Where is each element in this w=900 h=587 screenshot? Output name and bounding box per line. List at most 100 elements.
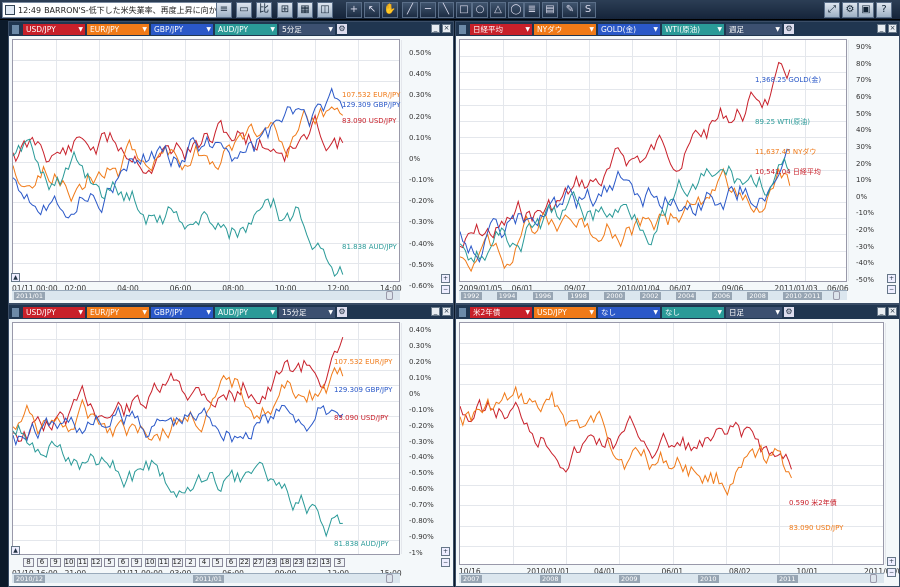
crosshair-icon[interactable]: + xyxy=(346,2,362,18)
date-jump-button[interactable]: 2 xyxy=(185,558,196,567)
series-select-tab[interactable]: GOLD(金) ▼ xyxy=(598,23,660,35)
scroll-up-icon[interactable]: ▲ xyxy=(11,273,20,282)
date-jump-button[interactable]: 12 xyxy=(306,558,318,567)
date-jump-button[interactable]: 13 xyxy=(320,558,331,567)
date-jump-button[interactable]: 9 xyxy=(131,558,142,567)
series-select-tab[interactable]: 週足 ▼ xyxy=(726,23,782,35)
gear-icon[interactable]: ⚙ xyxy=(337,307,347,317)
minimize-icon[interactable]: _ xyxy=(431,24,440,33)
date-jump-button[interactable]: 23 xyxy=(266,558,277,567)
series-select-tab[interactable]: 15分足 ▼ xyxy=(279,306,335,318)
chart-plot-area[interactable] xyxy=(12,322,402,555)
layout-icon[interactable]: ⤢ xyxy=(824,2,840,18)
timeline-navigator[interactable]: 2011/01 xyxy=(12,290,400,300)
ray-icon[interactable]: ╲ xyxy=(438,2,454,18)
grid-icon[interactable]: ▦ xyxy=(297,2,313,18)
date-jump-button[interactable]: 12 xyxy=(171,558,183,567)
close-icon[interactable]: × xyxy=(442,24,451,33)
date-jump-button[interactable]: 10 xyxy=(144,558,156,567)
zoom-in-icon[interactable]: + xyxy=(441,274,450,283)
close-icon[interactable]: × xyxy=(888,24,897,33)
date-jump-button[interactable]: 27 xyxy=(252,558,264,567)
zoom-in-icon[interactable]: + xyxy=(441,547,450,556)
zoom-out-icon[interactable]: − xyxy=(441,285,450,294)
zoom-out-icon[interactable]: − xyxy=(887,285,896,294)
news-ticker[interactable]: 12:49 BARRON'S-低下した米失業率、再度上昇に向かう可能… xyxy=(2,2,226,18)
date-jump-button[interactable]: 8 xyxy=(23,558,34,567)
sell-icon[interactable]: S xyxy=(580,2,596,18)
minimize-icon[interactable]: _ xyxy=(877,307,886,316)
series-select-tab[interactable]: USD/JPY ▼ xyxy=(23,306,85,318)
fib-icon[interactable]: ≣ xyxy=(524,2,540,18)
series-select-tab[interactable]: EUR/JPY ▼ xyxy=(87,23,149,35)
ellipse-icon[interactable]: ◯ xyxy=(508,2,524,18)
panel-handle-icon[interactable] xyxy=(459,24,466,34)
news-list-icon[interactable]: ≡ xyxy=(216,2,232,18)
series-select-tab[interactable]: 日足 ▼ xyxy=(726,306,782,318)
chart-plot-area[interactable] xyxy=(12,39,402,282)
timeline-navigator[interactable]: 1992 1994 1996 1998 2000 2002 2004 2006 2008 2010… xyxy=(459,290,847,300)
series-select-tab[interactable]: 日経平均 ▼ xyxy=(470,23,532,35)
timeline-navigator[interactable]: 2007 2008 2009 2010 2011 xyxy=(459,573,884,583)
timeline-handle[interactable] xyxy=(833,291,840,300)
line-icon[interactable]: ╱ xyxy=(402,2,418,18)
series-select-tab[interactable]: EUR/JPY ▼ xyxy=(87,306,149,318)
series-select-tab[interactable]: 米2年債 ▼ xyxy=(470,306,532,318)
date-jump-button[interactable]: 6 xyxy=(117,558,129,567)
zoom-out-icon[interactable]: − xyxy=(887,568,896,577)
minimize-icon[interactable]: _ xyxy=(877,24,886,33)
minimize-icon[interactable]: _ xyxy=(431,307,440,316)
chart-plot-area[interactable] xyxy=(459,39,849,282)
window-icon[interactable]: ▭ xyxy=(236,2,252,18)
gear-icon[interactable]: ⚙ xyxy=(784,24,794,34)
series-select-tab[interactable]: AUD/JPY ▼ xyxy=(215,23,277,35)
channel-icon[interactable]: ▤ xyxy=(542,2,558,18)
date-jump-button[interactable]: 11 xyxy=(77,558,88,567)
date-jump-button[interactable]: 4 xyxy=(198,558,210,567)
date-jump-button[interactable]: 9 xyxy=(50,558,61,567)
pen-icon[interactable]: ✎ xyxy=(562,2,578,18)
timeline-handle[interactable] xyxy=(386,574,393,583)
help-icon[interactable]: ? xyxy=(876,2,892,18)
series-select-tab[interactable]: USD/JPY ▼ xyxy=(23,23,85,35)
zoom-in-icon[interactable]: + xyxy=(887,274,896,283)
panel-handle-icon[interactable] xyxy=(459,307,466,317)
series-select-tab[interactable]: AUD/JPY ▼ xyxy=(215,306,277,318)
gear-icon[interactable]: ⚙ xyxy=(784,307,794,317)
date-jump-button[interactable]: 23 xyxy=(293,558,304,567)
date-jump-button[interactable]: 6 xyxy=(225,558,237,567)
pointer-icon[interactable]: ↖ xyxy=(364,2,380,18)
rect-icon[interactable]: □ xyxy=(456,2,472,18)
zoom-in-icon[interactable]: + xyxy=(887,557,896,566)
zoom-out-icon[interactable]: − xyxy=(441,558,450,567)
panel-handle-icon[interactable] xyxy=(12,307,19,317)
date-jump-button[interactable]: 10 xyxy=(63,558,75,567)
date-jump-button[interactable]: 11 xyxy=(158,558,169,567)
panel-handle-icon[interactable] xyxy=(12,24,19,34)
close-icon[interactable]: × xyxy=(888,307,897,316)
date-jump-button[interactable]: 22 xyxy=(239,558,250,567)
hline-icon[interactable]: ─ xyxy=(420,2,436,18)
series-select-tab[interactable]: なし ▼ xyxy=(598,306,660,318)
zoom-icon[interactable]: ⊞ xyxy=(277,2,293,18)
timeline-navigator[interactable]: 2010/12 2011/01 xyxy=(12,573,400,583)
series-select-tab[interactable]: WTI(原油) ▼ xyxy=(662,23,724,35)
date-jump-button[interactable]: 12 xyxy=(90,558,102,567)
triangle-icon[interactable]: △ xyxy=(490,2,506,18)
close-icon[interactable]: × xyxy=(442,307,451,316)
gear-icon[interactable]: ⚙ xyxy=(337,24,347,34)
hand-icon[interactable]: ✋ xyxy=(382,2,398,18)
date-jump-button[interactable]: 5 xyxy=(212,558,223,567)
series-select-tab[interactable]: USD/JPY ▼ xyxy=(534,306,596,318)
series-select-tab[interactable]: なし ▼ xyxy=(662,306,724,318)
lock-icon[interactable]: ▣ xyxy=(858,2,874,18)
circle-icon[interactable]: ○ xyxy=(472,2,488,18)
series-select-tab[interactable]: GBP/JPY ▼ xyxy=(151,23,213,35)
series-select-tab[interactable]: GBP/JPY ▼ xyxy=(151,306,213,318)
series-select-tab[interactable]: NYダウ ▼ xyxy=(534,23,596,35)
date-jump-button[interactable]: 6 xyxy=(36,558,48,567)
series-select-tab[interactable]: 5分足 ▼ xyxy=(279,23,335,35)
settings-icon[interactable]: ⚙ xyxy=(842,2,858,18)
timeline-handle[interactable] xyxy=(386,291,393,300)
chart-plot-area[interactable] xyxy=(459,322,886,565)
